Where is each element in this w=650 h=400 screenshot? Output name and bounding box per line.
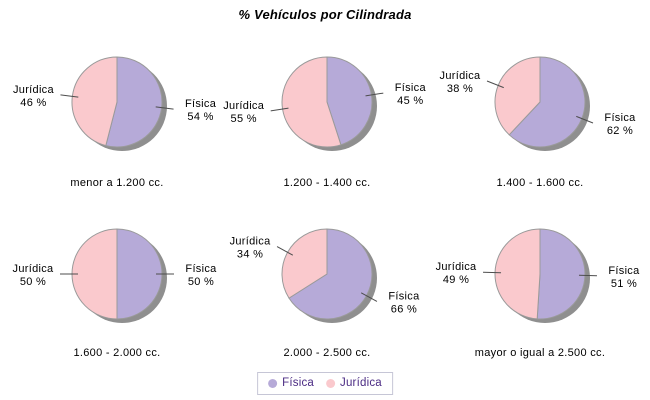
slice-label-juridica-0: Jurídica 46 % — [13, 84, 54, 109]
callout-line-fisica-1 — [365, 92, 384, 97]
pie-slice-juridica-5 — [494, 228, 541, 320]
pie-chart-4: Física 66 % Jurídica 34 % — [230, 228, 420, 323]
legend-label-fisica: Física — [282, 376, 314, 389]
category-label-3: 1.600 - 2.000 cc. — [73, 347, 161, 359]
chart-title: % Vehículos por Cilindrada — [238, 7, 412, 22]
slice-label-fisica-4: Física 66 % — [388, 290, 420, 315]
callout-line-fisica-5 — [578, 274, 597, 277]
category-label-0: menor a 1.200 cc. — [70, 177, 164, 189]
callout-line-juridica-5 — [483, 271, 502, 274]
pie-chart-2: Física 62 % Jurídica 38 % — [440, 56, 636, 151]
chart-legend: Física Jurídica — [257, 372, 393, 395]
callout-line-fisica-0 — [155, 106, 174, 110]
category-label-5: mayor o igual a 2.500 cc. — [474, 347, 606, 359]
pie-chart-3: Física 50 % Jurídica 50 % — [13, 228, 217, 323]
callout-line-juridica-0 — [60, 94, 79, 98]
callout-line-fisica-4 — [360, 292, 378, 302]
callout-line-fisica-2 — [576, 115, 594, 124]
juridica-color-marker-icon — [326, 379, 335, 388]
slice-label-fisica-3: Física 50 % — [185, 263, 217, 288]
category-label-4: 2.000 - 2.500 cc. — [283, 347, 371, 359]
slice-label-juridica-4: Jurídica 34 % — [230, 236, 271, 261]
category-label-2: 1.400 - 1.600 cc. — [496, 177, 584, 189]
slice-label-juridica-3: Jurídica 50 % — [13, 263, 54, 288]
pie-chart-5: Física 51 % Jurídica 49 % — [436, 228, 640, 323]
legend-item-fisica: Física — [268, 376, 314, 390]
legend-label-juridica: Jurídica — [340, 376, 382, 389]
category-label-1: 1.200 - 1.400 cc. — [283, 177, 371, 189]
legend-item-juridica: Jurídica — [326, 376, 382, 390]
slice-label-fisica-5: Física 51 % — [608, 265, 640, 290]
pie-chart-0: Física 54 % Jurídica 46 % — [13, 56, 217, 151]
callout-line-juridica-2 — [486, 80, 504, 89]
fisica-color-marker-icon — [268, 379, 278, 388]
slice-label-fisica-0: Física 54 % — [185, 98, 217, 123]
pie-chart-1: Física 45 % Jurídica 55 % — [223, 56, 427, 151]
slice-label-fisica-2: Física 62 % — [604, 112, 636, 137]
pie-slice-juridica-3 — [71, 228, 118, 320]
slice-label-juridica-5: Jurídica 49 % — [436, 261, 477, 286]
slice-label-fisica-1: Física 45 % — [395, 82, 427, 107]
slice-label-juridica-2: Jurídica 38 % — [440, 70, 481, 95]
callout-line-juridica-4 — [276, 246, 294, 256]
slice-label-juridica-1: Jurídica 55 % — [223, 100, 264, 125]
callout-line-juridica-1 — [270, 107, 289, 112]
